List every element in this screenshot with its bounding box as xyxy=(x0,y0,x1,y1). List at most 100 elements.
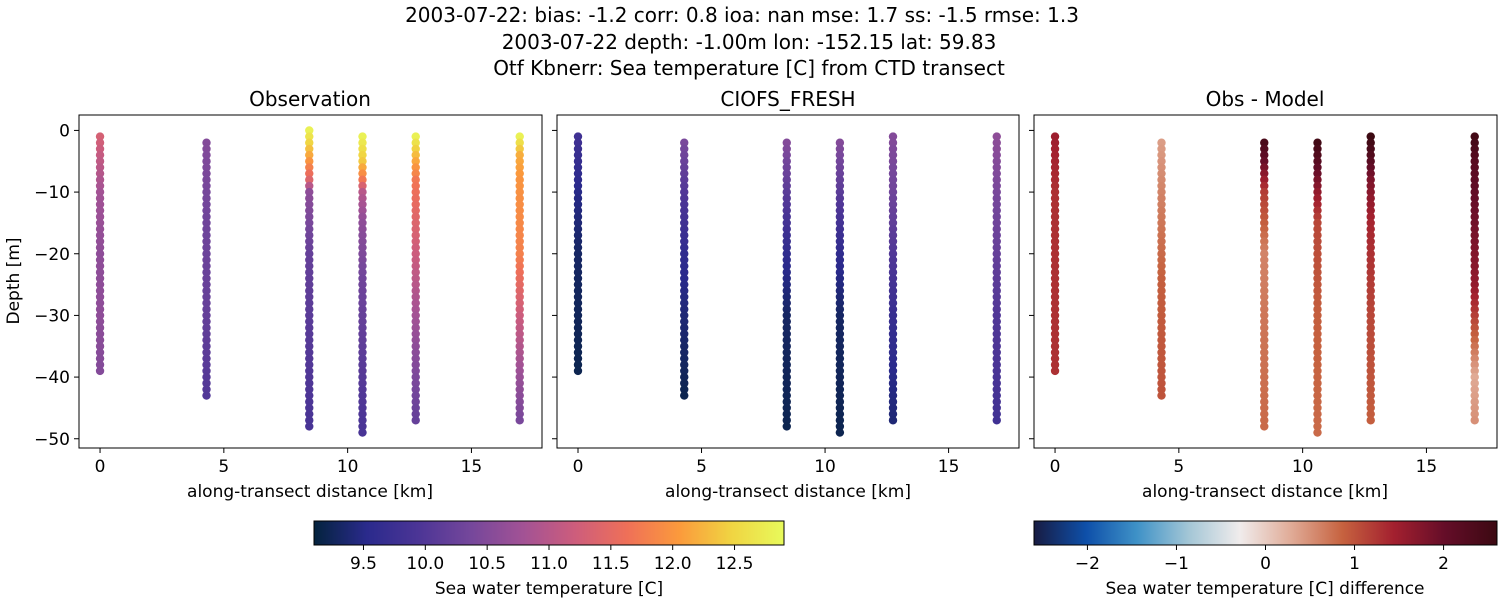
data-point xyxy=(515,409,524,419)
data-point xyxy=(1157,255,1166,265)
data-point xyxy=(680,342,689,351)
data-point xyxy=(1260,157,1269,166)
data-point xyxy=(358,261,367,271)
data-point xyxy=(411,329,420,339)
data-point xyxy=(358,224,367,234)
data-point xyxy=(835,348,845,357)
data-point xyxy=(411,409,420,419)
data-point xyxy=(1366,403,1375,413)
data-point xyxy=(1260,231,1269,240)
data-point xyxy=(835,286,845,295)
x-tick-label: 15 xyxy=(1416,457,1438,477)
x-axis-label: along-transect distance [km] xyxy=(665,482,911,502)
data-point xyxy=(835,169,845,178)
data-point xyxy=(411,311,420,320)
data-point xyxy=(835,280,845,289)
data-point xyxy=(1050,224,1060,234)
colorbar-tick-label: 11.0 xyxy=(530,554,568,574)
data-point xyxy=(202,194,211,203)
data-point xyxy=(305,200,314,209)
data-point xyxy=(1050,237,1060,246)
data-point xyxy=(1157,274,1166,283)
data-point xyxy=(1260,385,1269,394)
data-point xyxy=(358,280,367,289)
data-point xyxy=(202,150,211,160)
data-point xyxy=(835,255,845,265)
data-point xyxy=(1260,379,1269,388)
data-point xyxy=(992,181,1001,191)
data-point xyxy=(358,212,367,221)
data-point xyxy=(1313,157,1322,166)
data-point xyxy=(1260,372,1269,382)
data-point xyxy=(782,169,791,178)
data-point xyxy=(573,157,583,166)
data-point xyxy=(1470,391,1479,400)
data-point xyxy=(411,212,420,221)
data-point xyxy=(835,138,845,147)
data-point xyxy=(573,335,583,345)
data-point xyxy=(888,144,898,154)
data-point xyxy=(515,416,524,425)
data-point xyxy=(1313,385,1322,394)
data-point xyxy=(1157,194,1166,203)
data-point xyxy=(411,298,420,308)
data-point xyxy=(1260,391,1269,400)
data-point xyxy=(680,268,689,277)
data-point xyxy=(1470,200,1479,209)
data-point xyxy=(1157,385,1166,394)
data-point xyxy=(95,224,105,234)
data-point xyxy=(835,163,845,172)
data-point xyxy=(411,397,420,406)
data-point xyxy=(573,181,583,191)
data-point xyxy=(1470,305,1479,314)
data-point xyxy=(835,150,845,160)
data-point xyxy=(1470,317,1479,326)
data-point xyxy=(782,175,791,184)
data-point xyxy=(782,391,791,400)
data-point xyxy=(835,237,845,246)
data-point xyxy=(1260,323,1269,332)
data-point xyxy=(573,194,583,203)
data-point xyxy=(680,231,689,240)
data-point xyxy=(305,298,314,308)
data-point xyxy=(95,354,105,363)
data-point xyxy=(680,366,689,376)
data-point xyxy=(1366,298,1375,308)
data-point xyxy=(1260,397,1269,406)
x-tick-label: 0 xyxy=(1050,457,1061,477)
data-point xyxy=(1050,194,1060,203)
data-point xyxy=(305,255,314,265)
data-point xyxy=(992,200,1001,209)
data-point xyxy=(992,268,1001,277)
data-point xyxy=(305,175,314,184)
panel-ciofs-fresh: CIOFS_FRESH along-transect distance [km]… xyxy=(552,87,1020,502)
data-point xyxy=(1366,268,1375,277)
data-point xyxy=(305,391,314,400)
data-point xyxy=(680,150,689,160)
data-point xyxy=(305,181,314,191)
data-point xyxy=(835,261,845,271)
data-point xyxy=(95,163,105,172)
data-point xyxy=(835,403,845,413)
data-point xyxy=(888,249,898,258)
data-point xyxy=(1050,354,1060,363)
data-point xyxy=(1157,342,1166,351)
data-point xyxy=(782,385,791,394)
title-line-metrics: 2003-07-22: bias: -1.2 corr: 0.8 ioa: na… xyxy=(405,3,1079,27)
data-point xyxy=(680,292,689,302)
data-point xyxy=(411,366,420,376)
data-point xyxy=(411,243,420,252)
data-point xyxy=(358,298,367,308)
data-point xyxy=(1366,274,1375,283)
data-point xyxy=(515,323,524,332)
data-point xyxy=(95,342,105,351)
data-point xyxy=(1470,261,1479,271)
data-point xyxy=(680,169,689,178)
data-point xyxy=(95,292,105,302)
data-point xyxy=(1470,187,1479,197)
data-point xyxy=(782,366,791,376)
profile-0 xyxy=(1050,132,1060,376)
data-point xyxy=(1313,181,1322,191)
data-point xyxy=(1366,206,1375,215)
